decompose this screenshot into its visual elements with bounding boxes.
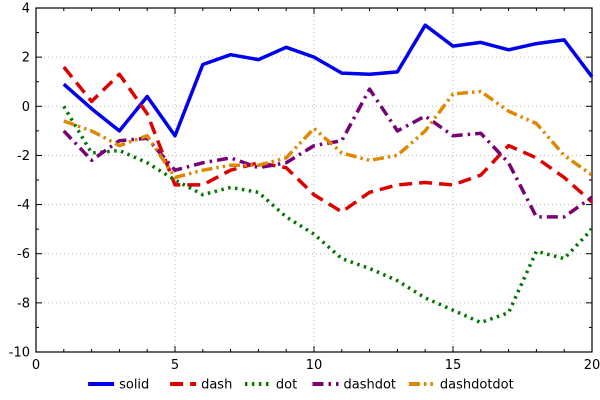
legend-label: dash [201,378,232,393]
x-tick-label: 15 [445,358,462,373]
x-axis-tick-labels: 0 5 10 15 20 [32,358,600,373]
series-line-solid [62,23,594,138]
legend: solid dash dot dashdot dashdotdot [88,378,514,393]
y-tick-label: -8 [17,296,30,311]
legend-label: dashdotdot [440,378,514,393]
series-line-dashdot [62,87,594,219]
legend-item-dot: dot [244,378,297,393]
legend-item-solid: solid [88,378,149,393]
series-line-dash [62,65,594,214]
x-tick-label: 5 [171,358,179,373]
y-axis-tick-labels: 4 2 0 -2 -4 -6 -8 -10 [9,2,30,361]
y-tick-label: 4 [22,2,30,17]
legend-label: dashdot [344,378,397,393]
y-tick-label: 0 [22,100,30,115]
series-line-dot [62,105,594,325]
y-tick-label: -6 [17,247,30,262]
legend-item-dashdotdot: dashdotdot [408,378,514,393]
legend-item-dash: dash [170,378,232,393]
series-line-dashdotdot [63,89,594,180]
legend-label: solid [119,378,149,393]
axis-ticks [35,7,593,353]
y-tick-label: -10 [9,346,30,361]
legend-label: dot [276,378,297,393]
x-tick-label: 10 [306,358,323,373]
y-tick-label: -4 [17,198,30,213]
y-tick-label: -2 [17,149,30,164]
x-tick-label: 20 [584,358,600,373]
x-tick-label: 0 [32,358,40,373]
legend-item-dashdot: dashdot [312,378,397,393]
y-tick-label: 2 [22,51,30,66]
